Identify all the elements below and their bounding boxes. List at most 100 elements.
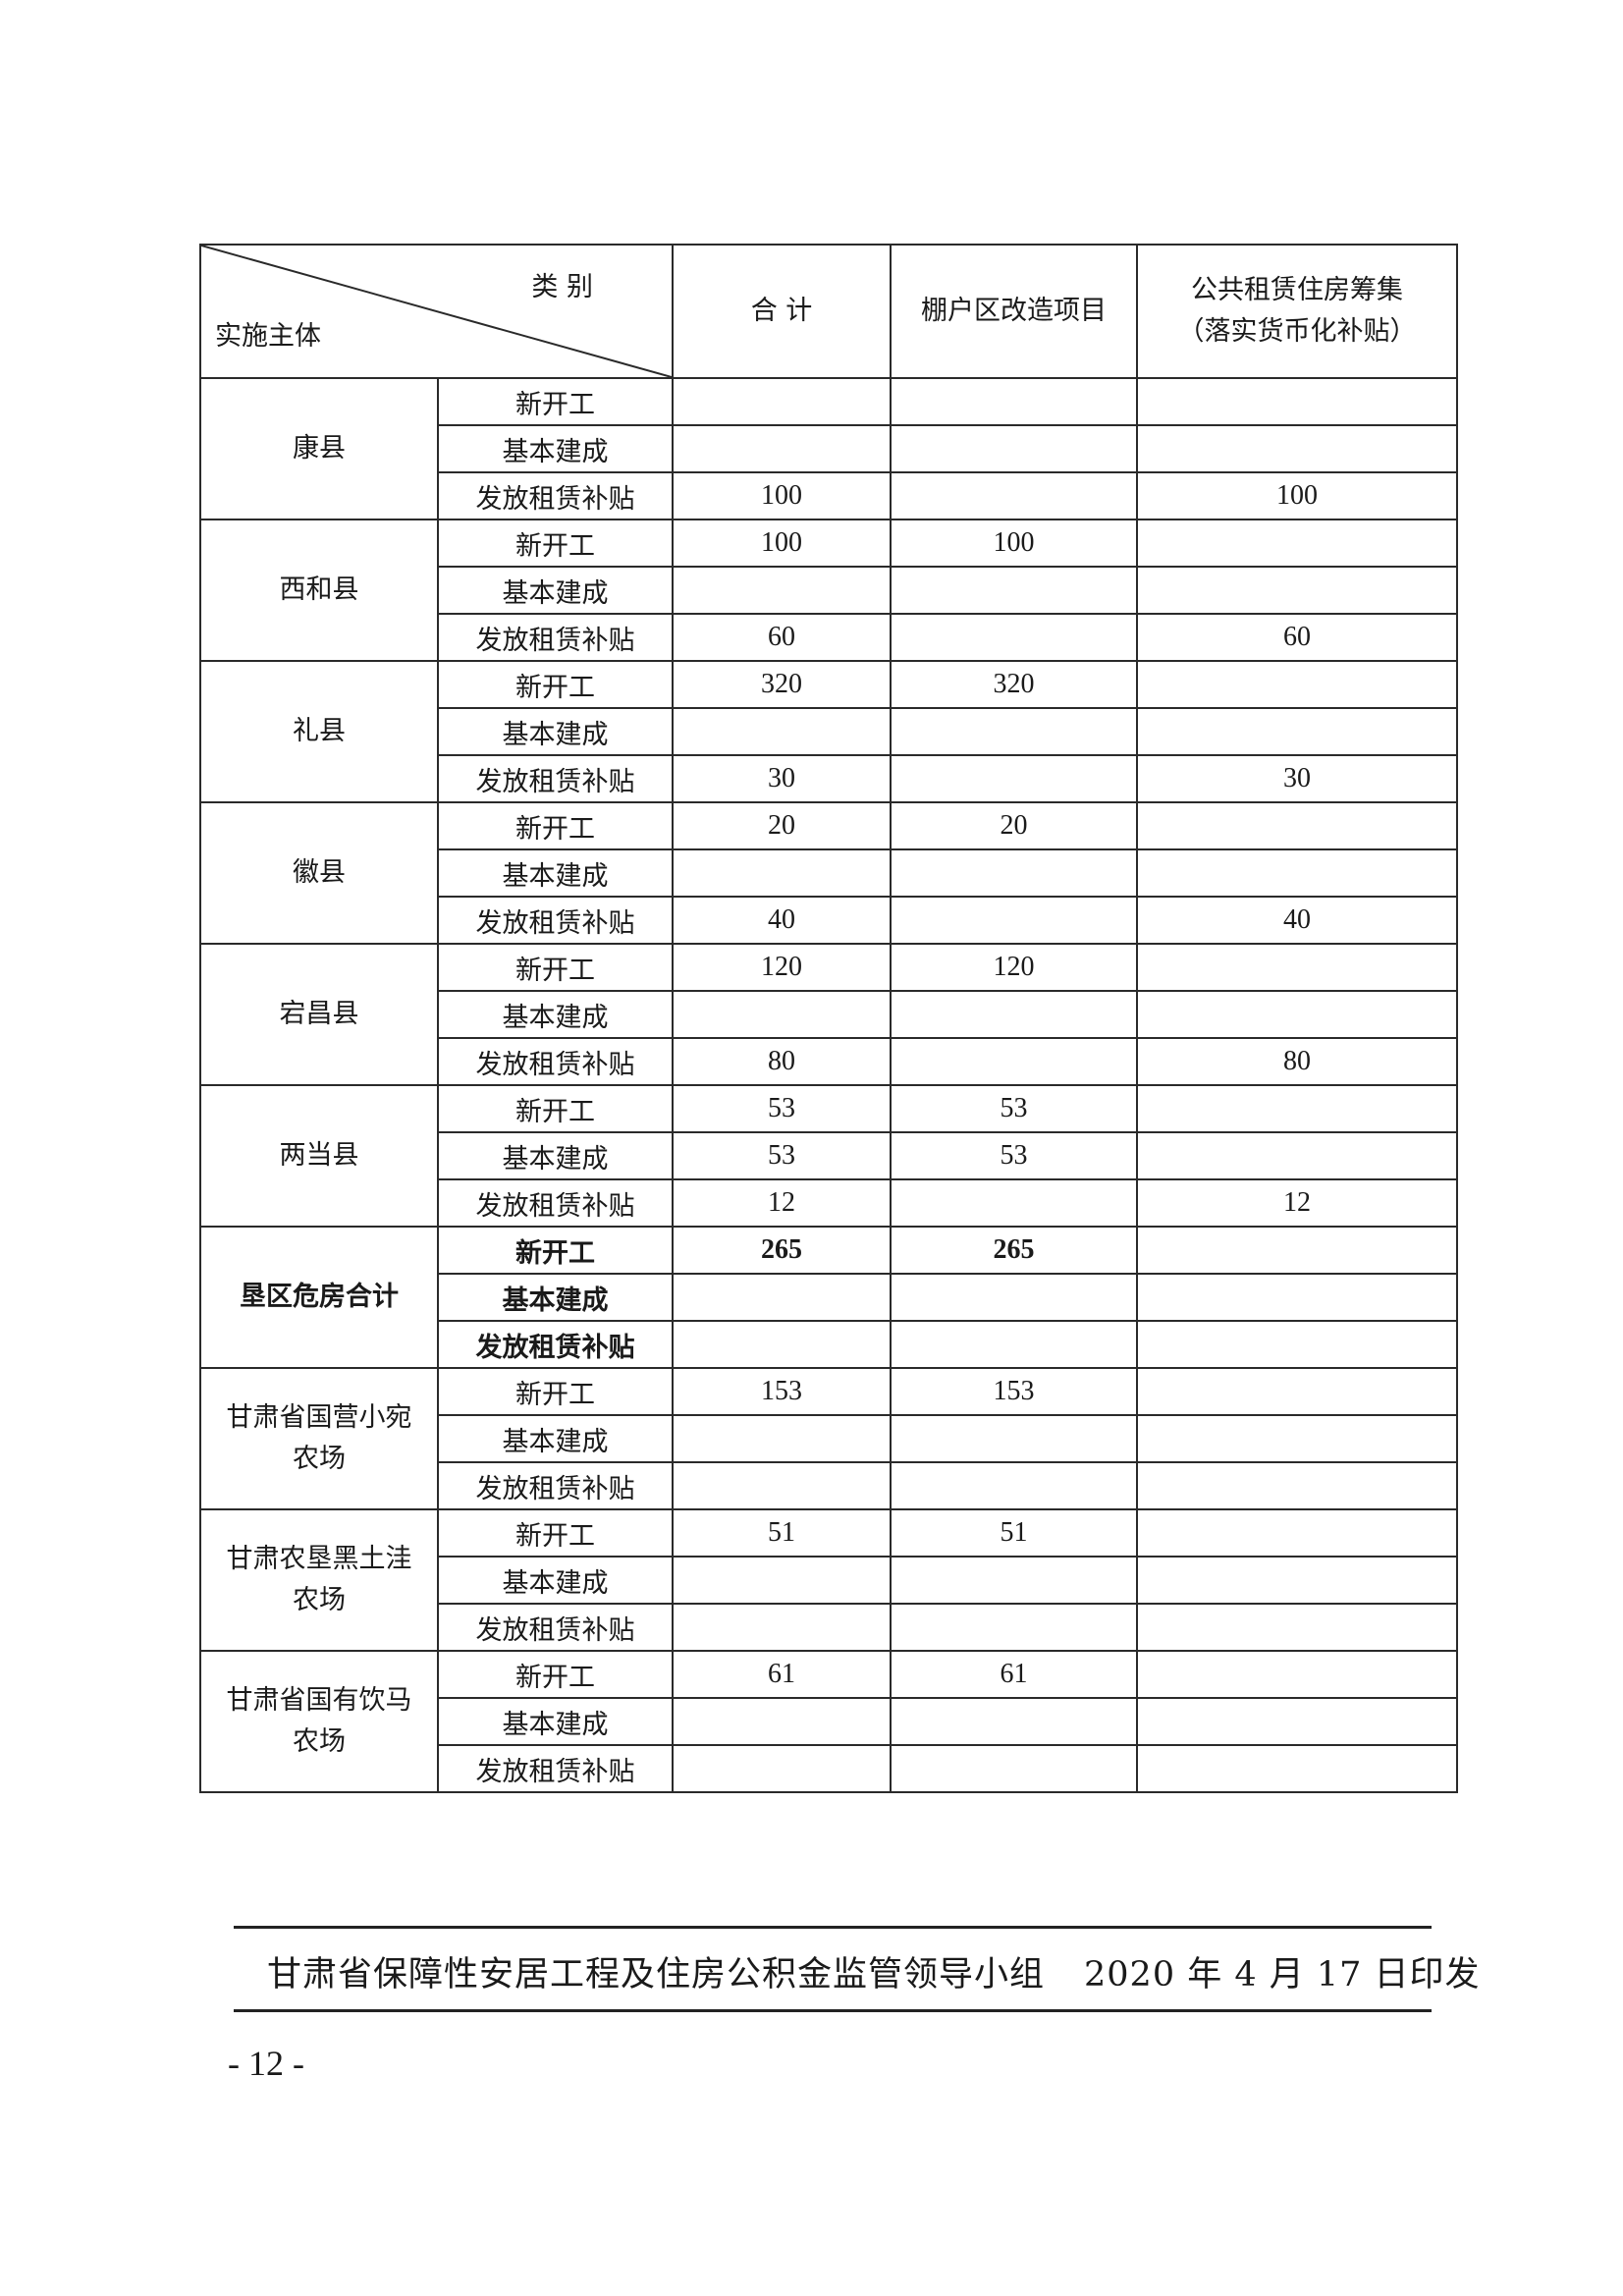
page-number: - 12 - — [228, 2044, 304, 2083]
shanty-value — [890, 1603, 1138, 1652]
shanty-value — [890, 754, 1138, 803]
total-value: 53 — [672, 1131, 892, 1180]
entity-name: 礼县 — [199, 660, 439, 803]
col-header-shanty: 棚户区改造项目 — [890, 244, 1138, 379]
public-rental-value — [1136, 1650, 1458, 1699]
total-value — [672, 1697, 892, 1746]
shanty-value: 100 — [890, 519, 1138, 568]
total-value — [672, 848, 892, 898]
public-rental-value — [1136, 1744, 1458, 1793]
table-row: 礼县 新开工 320 320 — [199, 660, 1458, 803]
table-row: 发放租赁补贴 60 60 — [200, 613, 1458, 662]
public-rental-value — [1136, 660, 1458, 709]
public-rental-value — [1136, 1603, 1458, 1652]
entity-name: 宕昌县 — [199, 943, 439, 1086]
public-rental-value — [1136, 566, 1458, 615]
row-category: 新开工 — [437, 943, 674, 992]
entity-label: 实施主体 — [215, 321, 321, 352]
total-value: 30 — [672, 754, 892, 803]
table-row: 基本建成 — [200, 990, 1458, 1039]
shanty-value: 61 — [890, 1650, 1138, 1699]
table-row: 发放租赁补贴 80 80 — [200, 1037, 1458, 1086]
public-rental-value: 30 — [1136, 754, 1458, 803]
public-rental-value — [1136, 801, 1458, 850]
total-value: 12 — [672, 1178, 892, 1228]
public-rental-value: 100 — [1136, 471, 1458, 520]
public-rental-value — [1136, 519, 1458, 568]
row-category: 新开工 — [437, 660, 674, 709]
public-rental-value: 12 — [1136, 1178, 1458, 1228]
row-category: 新开工 — [437, 1508, 674, 1558]
row-category: 发放租赁补贴 — [437, 1178, 674, 1228]
total-value: 265 — [672, 1226, 892, 1275]
table-row: 徽县 新开工 20 20 — [199, 801, 1458, 945]
shanty-value: 153 — [890, 1367, 1138, 1416]
row-category: 基本建成 — [437, 1414, 674, 1463]
table-row: 发放租赁补贴 — [200, 1320, 1458, 1369]
total-value — [672, 1273, 892, 1322]
public-rental-value — [1136, 1273, 1458, 1322]
public-rental-value — [1136, 990, 1458, 1039]
row-category: 发放租赁补贴 — [437, 1744, 674, 1793]
shanty-value — [890, 1461, 1138, 1510]
table-row: 基本建成 — [200, 566, 1458, 615]
row-category: 基本建成 — [437, 1273, 674, 1322]
row-category: 发放租赁补贴 — [437, 1461, 674, 1510]
total-value: 61 — [672, 1650, 892, 1699]
row-category: 发放租赁补贴 — [437, 1037, 674, 1086]
row-category: 新开工 — [437, 801, 674, 850]
shanty-value — [890, 613, 1138, 662]
footer-top-rule — [234, 1926, 1432, 1929]
shanty-value — [890, 1414, 1138, 1463]
footer-bottom-rule — [234, 2009, 1432, 2012]
total-value — [672, 424, 892, 473]
diagonal-header-cell: 类 别 实施主体 — [199, 244, 674, 379]
shanty-value — [890, 707, 1138, 756]
table-row: 发放租赁补贴 — [200, 1744, 1458, 1793]
row-category: 新开工 — [437, 377, 674, 426]
table-row: 两当县 新开工 53 53 — [199, 1084, 1458, 1228]
table-row: 甘肃省国有饮马农场 新开工 61 61 — [199, 1650, 1458, 1793]
entity-name: 西和县 — [199, 519, 439, 662]
public-rental-value — [1136, 1367, 1458, 1416]
table-row: 西和县 新开工 100 100 — [199, 519, 1458, 662]
row-category: 基本建成 — [437, 1556, 674, 1605]
col-header-public-rental: 公共租赁住房筹集 （落实货币化补贴） — [1136, 244, 1458, 379]
entity-name: 垦区危房合计 — [199, 1226, 439, 1369]
row-category: 发放租赁补贴 — [437, 754, 674, 803]
shanty-value: 120 — [890, 943, 1138, 992]
total-value: 53 — [672, 1084, 892, 1133]
entity-name: 两当县 — [199, 1084, 439, 1228]
shanty-value — [890, 1320, 1138, 1369]
table-row: 基本建成 — [200, 848, 1458, 898]
category-label: 类 别 — [531, 272, 593, 302]
total-value — [672, 990, 892, 1039]
entity-name: 甘肃省国有饮马农场 — [199, 1650, 439, 1793]
col-header-total: 合 计 — [672, 244, 892, 379]
total-value: 20 — [672, 801, 892, 850]
total-value: 320 — [672, 660, 892, 709]
table-row: 发放租赁补贴 100 100 — [200, 471, 1458, 520]
shanty-value: 53 — [890, 1131, 1138, 1180]
public-rental-value — [1136, 1084, 1458, 1133]
total-value: 60 — [672, 613, 892, 662]
table-row: 发放租赁补贴 12 12 — [200, 1178, 1458, 1228]
total-value — [672, 707, 892, 756]
table-row: 基本建成 — [200, 1556, 1458, 1605]
total-value — [672, 1320, 892, 1369]
housing-table: 类 别 实施主体 合 计 棚户区改造项目 公共租赁住房筹集 （落实货币化补贴） … — [199, 244, 1458, 1793]
public-rental-value — [1136, 1461, 1458, 1510]
total-value — [672, 1461, 892, 1510]
public-rental-value — [1136, 943, 1458, 992]
shanty-value — [890, 1037, 1138, 1086]
total-value: 80 — [672, 1037, 892, 1086]
entity-name: 徽县 — [199, 801, 439, 945]
row-category: 基本建成 — [437, 707, 674, 756]
public-rental-value — [1136, 424, 1458, 473]
table-row: 基本建成 — [200, 424, 1458, 473]
public-rental-value — [1136, 1414, 1458, 1463]
row-category: 发放租赁补贴 — [437, 613, 674, 662]
total-value — [672, 566, 892, 615]
table-row: 基本建成 — [200, 1414, 1458, 1463]
public-rental-value — [1136, 1508, 1458, 1558]
